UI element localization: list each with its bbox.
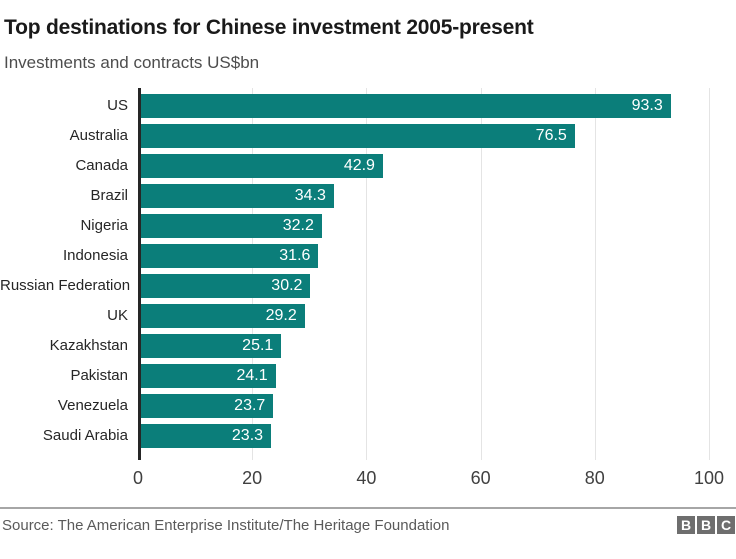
category-label: Pakistan	[70, 367, 128, 384]
chart-header: Top destinations for Chinese investment …	[0, 0, 736, 73]
bar-row: Venezuela 23.7	[0, 394, 736, 418]
category-label: Kazakhstan	[49, 337, 128, 354]
bar-row: UK 29.2	[0, 304, 736, 328]
bar: 25.1	[138, 334, 282, 358]
bar: 32.2	[138, 214, 322, 238]
category-label: Saudi Arabia	[42, 427, 128, 444]
bar-row: Pakistan 24.1	[0, 364, 736, 388]
bar-row: Australia 76.5	[0, 124, 736, 148]
value-label: 24.1	[236, 367, 268, 384]
value-label: 29.2	[265, 307, 297, 324]
bar: 29.2	[138, 304, 305, 328]
bar-row: US 93.3	[0, 94, 736, 118]
category-label: UK	[107, 307, 128, 324]
page-title: Top destinations for Chinese investment …	[4, 16, 534, 39]
category-label: Canada	[75, 157, 128, 174]
value-label: 25.1	[242, 337, 274, 354]
chart-subtitle: Investments and contracts US$bn	[4, 53, 260, 72]
value-label: 76.5	[535, 127, 567, 144]
value-label: 31.6	[279, 247, 311, 264]
category-label: US	[107, 97, 128, 114]
bar: 34.3	[138, 184, 334, 208]
bar-row: Kazakhstan 25.1	[0, 334, 736, 358]
chart-footer: Source: The American Enterprise Institut…	[0, 507, 736, 534]
gridline	[594, 88, 596, 460]
x-tick-label: 100	[693, 468, 725, 488]
value-label: 32.2	[282, 217, 314, 234]
bar: 23.7	[138, 394, 274, 418]
category-label: Nigeria	[80, 217, 128, 234]
bar: 31.6	[138, 244, 319, 268]
value-label: 34.3	[294, 187, 326, 204]
value-label: 93.3	[631, 97, 663, 114]
bar: 76.5	[138, 124, 575, 148]
bar: 93.3	[138, 94, 671, 118]
value-label: 42.9	[343, 157, 375, 174]
gridline	[366, 88, 368, 460]
bar-row: Nigeria 32.2	[0, 214, 736, 238]
bar: 23.3	[138, 424, 272, 448]
category-label: Brazil	[90, 187, 128, 204]
x-tick-label: 80	[584, 468, 605, 488]
x-tick-label: 0	[132, 468, 144, 488]
bar-row: Russian Federation 30.2	[0, 274, 736, 298]
bar: 42.9	[138, 154, 383, 178]
bbc-logo-block: B	[697, 516, 715, 534]
x-tick-label: 20	[242, 468, 263, 488]
bar-row: Canada 42.9	[0, 154, 736, 178]
category-label: Indonesia	[62, 247, 128, 264]
x-axis-ticks: 0 20 40 60 80 100	[0, 468, 736, 492]
bbc-logo-block: C	[717, 516, 735, 534]
value-label: 23.3	[231, 427, 264, 444]
x-tick-label: 60	[470, 468, 491, 488]
category-label: Australia	[69, 127, 128, 144]
bar-chart: US 93.3 Australia 76.5 Canada 42.9 Brazil 34.3 N…	[0, 88, 736, 492]
y-axis-line	[138, 88, 141, 460]
gridline	[709, 88, 710, 460]
bar: 24.1	[138, 364, 276, 388]
bar: 30.2	[138, 274, 311, 298]
bar-row: Indonesia 31.6	[0, 244, 736, 268]
value-label: 30.2	[271, 277, 303, 294]
category-label: Russian Federation	[0, 277, 131, 294]
x-tick-label: 40	[356, 468, 377, 488]
bar-row: Saudi Arabia 23.3	[0, 424, 736, 448]
category-label: Venezuela	[57, 397, 128, 414]
value-label: 23.7	[234, 397, 266, 414]
bar-rows: US 93.3 Australia 76.5 Canada 42.9 Brazil 34.3 N…	[0, 94, 736, 448]
gridline	[480, 88, 482, 460]
bbc-logo-block: B	[677, 516, 695, 534]
bar-row: Brazil 34.3	[0, 184, 736, 208]
source-text: Source: The American Enterprise Institut…	[2, 516, 450, 534]
